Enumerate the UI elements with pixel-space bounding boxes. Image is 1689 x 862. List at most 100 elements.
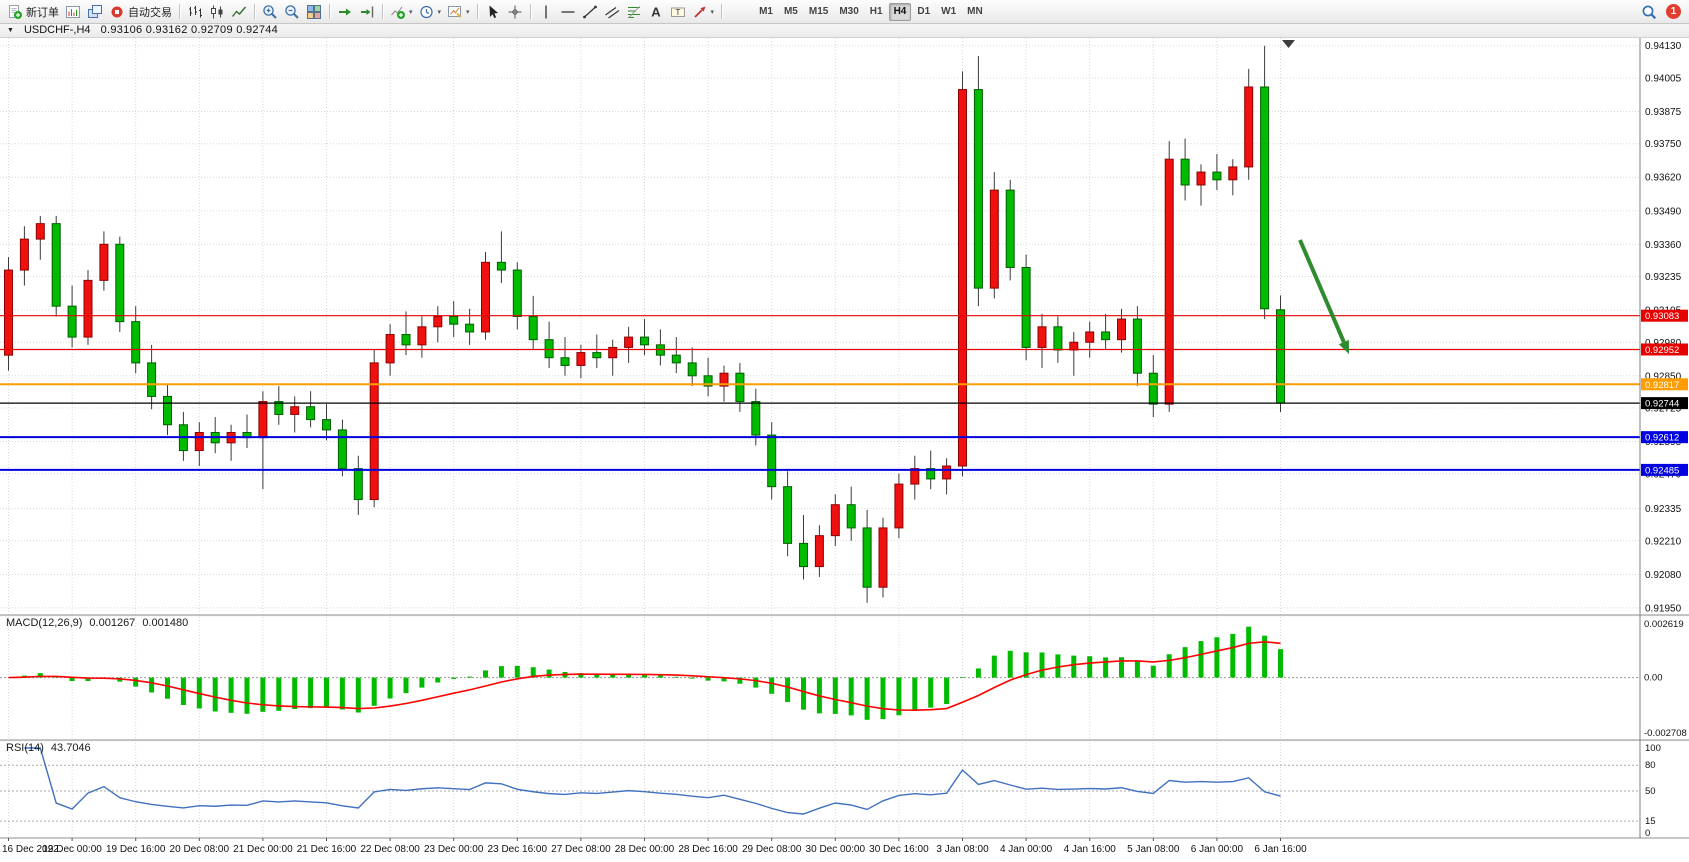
timeframe-button-D1[interactable]: D1 bbox=[917, 6, 931, 17]
line-objects bbox=[0, 315, 1640, 471]
indicators-icon bbox=[391, 6, 405, 19]
toolbar-button-channel[interactable] bbox=[601, 2, 623, 22]
toolbar-button-fibonacci[interactable] bbox=[623, 2, 645, 22]
toolbar-button-templates[interactable]: ▾ bbox=[444, 2, 473, 22]
toolbar-button-profiles[interactable] bbox=[84, 2, 106, 22]
svg-text:21 Dec 00:00: 21 Dec 00:00 bbox=[233, 844, 293, 855]
fibonacci-icon bbox=[627, 5, 640, 18]
svg-text:6 Jan 00:00: 6 Jan 00:00 bbox=[1191, 844, 1244, 855]
toolbar-button-text-label[interactable]: T bbox=[667, 2, 689, 22]
toolbar-button-indicators[interactable]: ▾ bbox=[387, 2, 416, 22]
svg-text:6 Jan 16:00: 6 Jan 16:00 bbox=[1254, 844, 1307, 855]
chart-dropdown-icon[interactable]: ▼ bbox=[7, 27, 14, 34]
notification-badge[interactable]: 1 bbox=[1666, 4, 1681, 19]
svg-text:A: A bbox=[651, 4, 661, 19]
chart-symbol-label: USDCHF-,H4 bbox=[23, 24, 91, 36]
toolbar-button-crosshair[interactable] bbox=[504, 2, 526, 22]
price-marker-0.92952 bbox=[1641, 343, 1688, 356]
chart-canvas[interactable]: 0.94130 0.94005 0.93875 0.93750 0.93620 0.934… bbox=[0, 38, 1689, 862]
svg-text:30 Dec 16:00: 30 Dec 16:00 bbox=[869, 844, 929, 855]
svg-text:28 Dec 16:00: 28 Dec 16:00 bbox=[678, 844, 738, 855]
toolbar-button-new-order[interactable]: 新订单 bbox=[4, 2, 62, 22]
toolbar-button-trendline[interactable] bbox=[579, 2, 601, 22]
svg-text:0.93083: 0.93083 bbox=[1645, 311, 1679, 322]
toolbar-button-auto-trading[interactable]: 自动交易 bbox=[106, 2, 175, 22]
svg-text:15: 15 bbox=[1645, 816, 1656, 827]
tile-windows-icon bbox=[307, 4, 321, 19]
toolbar-button-chart-window[interactable] bbox=[62, 2, 84, 22]
svg-text:0.92612: 0.92612 bbox=[1645, 433, 1679, 444]
svg-text:0.91950: 0.91950 bbox=[1645, 603, 1682, 614]
svg-text:19 Dec 16:00: 19 Dec 16:00 bbox=[106, 844, 166, 855]
profiles-icon bbox=[88, 4, 102, 18]
main-plot-area[interactable] bbox=[0, 38, 1640, 615]
toolbar-button-chart-shift[interactable] bbox=[356, 2, 378, 22]
toolbar-right: 1 bbox=[1638, 2, 1685, 22]
svg-text:0.92080: 0.92080 bbox=[1645, 570, 1682, 581]
toolbar-button-arrows[interactable]: ▾ bbox=[689, 2, 718, 22]
toolbar-button-zoom-in[interactable] bbox=[259, 2, 281, 22]
svg-text:0.92850: 0.92850 bbox=[1645, 371, 1682, 382]
toolbar-separator bbox=[254, 4, 255, 19]
svg-text:50: 50 bbox=[1645, 786, 1656, 797]
horizontal-line-icon bbox=[561, 10, 575, 13]
timeframe-button-M15[interactable]: M15 bbox=[808, 6, 829, 17]
toolbar-button-vertical-line[interactable] bbox=[535, 2, 557, 22]
toolbar-button-line-chart[interactable] bbox=[228, 2, 250, 22]
timeframe-button-M30[interactable]: M30 bbox=[839, 6, 859, 17]
svg-text:4 Jan 16:00: 4 Jan 16:00 bbox=[1064, 844, 1117, 855]
time-axis[interactable] bbox=[0, 838, 1689, 862]
chart-shift-marker[interactable] bbox=[1282, 40, 1295, 48]
price-marker-0.93083 bbox=[1641, 309, 1688, 322]
toolbar-button-auto-scroll[interactable] bbox=[334, 2, 356, 22]
chart-titlebar: ▼ USDCHF-,H4 0.93106 0.93162 0.92709 0.9… bbox=[0, 24, 1689, 38]
price-marker-0.92612 bbox=[1641, 431, 1688, 444]
svg-text:23 Dec 16:00: 23 Dec 16:00 bbox=[488, 844, 548, 855]
arrows-icon bbox=[693, 6, 706, 18]
timeframe-button-H4[interactable]: H4 bbox=[888, 2, 912, 21]
main-toolbar: 新订单 自动交易 ▾ ▾ ▾ A T ▾ M1 M5 M15 M30 H1 H4 D1 W1 MN 1 bbox=[0, 0, 1689, 24]
svg-text:0.93750: 0.93750 bbox=[1645, 139, 1682, 150]
svg-text:19 Dec 00:00: 19 Dec 00:00 bbox=[42, 844, 102, 855]
toolbar-button-horizontal-line[interactable] bbox=[557, 2, 579, 22]
svg-text:100: 100 bbox=[1645, 743, 1661, 754]
timeframe-button-W1[interactable]: W1 bbox=[941, 6, 957, 17]
svg-text:0.92980: 0.92980 bbox=[1645, 338, 1682, 349]
price-marker-0.92817 bbox=[1641, 378, 1688, 391]
toolbar-button-cursor[interactable] bbox=[482, 2, 504, 22]
macd-panel: 0.002619 0.00 -0.002708 bbox=[0, 619, 1687, 739]
toolbar-button-text[interactable]: A bbox=[645, 2, 667, 22]
cursor-icon bbox=[489, 5, 498, 18]
timeframe-button-H1[interactable]: H1 bbox=[869, 6, 883, 17]
toolbar-button-candlestick-chart[interactable] bbox=[206, 2, 228, 22]
svg-text:0.92817: 0.92817 bbox=[1645, 380, 1679, 391]
search-button[interactable] bbox=[1638, 2, 1660, 22]
timeframe-button-M1[interactable]: M1 bbox=[759, 6, 773, 17]
text-label-icon: T bbox=[670, 7, 685, 17]
chart-window-icon bbox=[66, 5, 80, 18]
svg-text:0.94130: 0.94130 bbox=[1645, 41, 1682, 52]
timeframe-button-MN[interactable]: MN bbox=[967, 6, 983, 17]
toolbar-button-periods[interactable]: ▾ bbox=[416, 2, 445, 22]
trendline-icon bbox=[582, 5, 597, 18]
svg-text:0.92952: 0.92952 bbox=[1645, 345, 1679, 356]
svg-text:80: 80 bbox=[1645, 760, 1656, 771]
toolbar-separator bbox=[179, 4, 180, 19]
svg-text:5 Jan 08:00: 5 Jan 08:00 bbox=[1127, 844, 1180, 855]
arrow-object[interactable] bbox=[1298, 239, 1349, 354]
toolbar-button-zoom-out[interactable] bbox=[281, 2, 303, 22]
svg-text:30 Dec 00:00: 30 Dec 00:00 bbox=[806, 844, 866, 855]
svg-text:0.93875: 0.93875 bbox=[1645, 107, 1682, 118]
svg-text:22 Dec 08:00: 22 Dec 08:00 bbox=[360, 844, 420, 855]
vertical-line-icon bbox=[544, 5, 547, 18]
toolbar-separator bbox=[329, 4, 330, 19]
svg-text:0.93235: 0.93235 bbox=[1645, 272, 1682, 283]
svg-text:0.00: 0.00 bbox=[1644, 673, 1663, 684]
price-marker-0.92744 bbox=[1641, 397, 1688, 410]
toolbar-button-bar-chart[interactable] bbox=[184, 2, 206, 22]
svg-text:20 Dec 08:00: 20 Dec 08:00 bbox=[170, 844, 230, 855]
rsi-plot-area[interactable] bbox=[0, 740, 1640, 838]
timeframe-button-M5[interactable]: M5 bbox=[783, 6, 798, 17]
toolbar-button-tile-windows[interactable] bbox=[303, 2, 325, 22]
